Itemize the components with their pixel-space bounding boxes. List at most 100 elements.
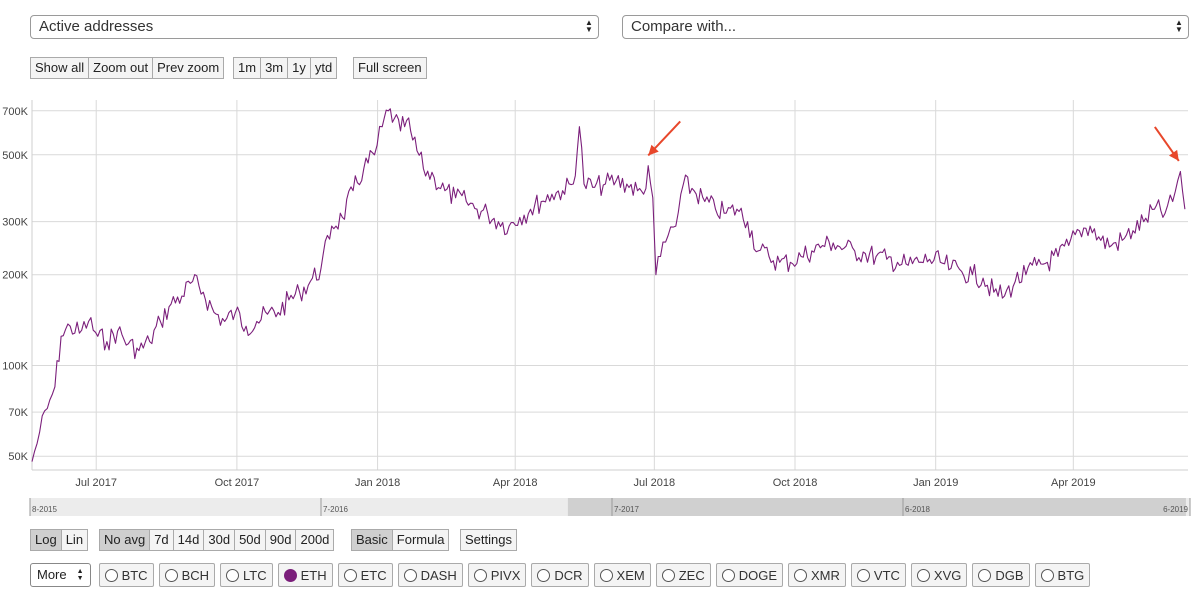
navigator-label: 6-2019 — [1163, 505, 1188, 514]
coin-label: DCR — [554, 567, 583, 583]
select-arrows-icon: ▲ ▼ — [585, 18, 593, 34]
coin-dgb-toggle[interactable]: DGB — [972, 563, 1030, 587]
navigator-label: 6-2018 — [905, 505, 930, 514]
x-tick-label: Jan 2018 — [355, 477, 400, 489]
coin-label: DASH — [420, 567, 457, 583]
navigator-selection[interactable] — [567, 498, 1186, 516]
range-3m-button[interactable]: 3m — [260, 57, 289, 79]
log-scale-button[interactable]: Log — [30, 529, 62, 551]
prev-zoom-button[interactable]: Prev zoom — [152, 57, 225, 79]
x-tick-label: Apr 2019 — [1051, 477, 1096, 489]
compare-select[interactable]: Compare with... ▲ ▼ — [622, 15, 1189, 39]
x-tick-label: Jul 2017 — [75, 477, 117, 489]
coin-label: PIVX — [490, 567, 521, 583]
coin-vtc-toggle[interactable]: VTC — [850, 563, 906, 587]
radio-icon — [794, 568, 808, 582]
more-select-label: More — [37, 567, 67, 582]
coin-label: XMR — [811, 567, 840, 583]
settings-button[interactable]: Settings — [460, 529, 517, 551]
range-1y-button[interactable]: 1y — [287, 57, 311, 79]
coin-etc-toggle[interactable]: ETC — [337, 563, 393, 587]
radio-icon — [403, 568, 417, 582]
radio-icon — [343, 568, 357, 582]
radio-icon — [916, 568, 930, 582]
navigator-label: 7-2017 — [614, 505, 639, 514]
linear-scale-button[interactable]: Lin — [60, 529, 89, 551]
coin-label: ZEC — [678, 567, 705, 583]
coin-label: BTC — [121, 567, 148, 583]
coin-selector-row: More ▲ ▼ BTC BCH LTC ETH ETC DASH PIVX DCR XEM ZEC… — [30, 563, 1095, 587]
coin-label: LTC — [243, 567, 267, 583]
coin-label: VTC — [873, 567, 900, 583]
series-line-0 — [31, 108, 1186, 462]
navigator-label: 7-2016 — [323, 505, 348, 514]
radio-icon — [661, 568, 675, 582]
select-arrows-icon: ▲ ▼ — [76, 568, 84, 582]
coin-label: DGB — [995, 567, 1024, 583]
formula-mode-button[interactable]: Formula — [391, 529, 450, 551]
range-1m-button[interactable]: 1m — [233, 57, 262, 79]
radio-icon — [283, 568, 297, 582]
annotation-arrow-1 — [1154, 126, 1180, 162]
more-select[interactable]: More ▲ ▼ — [30, 563, 91, 587]
coin-label: XEM — [616, 567, 645, 583]
full-screen-button[interactable]: Full screen — [353, 57, 427, 79]
show-all-button[interactable]: Show all — [30, 57, 90, 79]
coin-dash-toggle[interactable]: DASH — [397, 563, 463, 587]
radio-icon — [721, 568, 735, 582]
coin-btc-toggle[interactable]: BTC — [98, 563, 154, 587]
coin-eth-toggle[interactable]: ETH — [277, 563, 333, 587]
coin-bch-toggle[interactable]: BCH — [158, 563, 216, 587]
basic-mode-button[interactable]: Basic — [351, 529, 393, 551]
metric-select-value: Active addresses — [39, 18, 154, 35]
coin-xmr-toggle[interactable]: XMR — [788, 563, 846, 587]
coin-ltc-toggle[interactable]: LTC — [220, 563, 273, 587]
radio-icon — [164, 568, 178, 582]
radio-icon — [856, 568, 870, 582]
coin-label: XVG — [933, 567, 962, 583]
coin-xvg-toggle[interactable]: XVG — [910, 563, 968, 587]
avg-7d-button[interactable]: 7d — [149, 529, 174, 551]
select-arrows-icon: ▲ ▼ — [1175, 18, 1183, 34]
active-addresses-chart[interactable]: 50K 70K 100K 200K 300K 500K 700K Jul 2017 Oct 20… — [0, 95, 1200, 520]
coin-label: ETH — [300, 567, 327, 583]
radio-icon — [473, 568, 487, 582]
metric-select[interactable]: Active addresses ▲ ▼ — [30, 15, 599, 39]
x-tick-label: Oct 2017 — [215, 477, 260, 489]
radio-icon — [226, 568, 240, 582]
avg-90d-button[interactable]: 90d — [264, 529, 297, 551]
y-tick-label: 700K — [2, 106, 28, 118]
y-tick-label: 50K — [8, 451, 28, 463]
avg-14d-button[interactable]: 14d — [172, 529, 205, 551]
y-tick-label: 200K — [2, 270, 28, 282]
coin-label: BTG — [1057, 567, 1085, 583]
x-tick-label: Oct 2018 — [773, 477, 818, 489]
x-tick-label: Jan 2019 — [913, 477, 958, 489]
range-button-group: 1m 3m 1y ytd — [233, 57, 338, 79]
radio-icon — [599, 568, 613, 582]
y-tick-label: 70K — [8, 407, 28, 419]
x-tick-label: Apr 2018 — [493, 477, 538, 489]
coin-label: ETC — [360, 567, 387, 583]
coin-btg-toggle[interactable]: BTG — [1034, 563, 1091, 587]
avg-200d-button[interactable]: 200d — [295, 529, 335, 551]
annotation-arrow-0 — [647, 120, 681, 157]
compare-select-value: Compare with... — [631, 18, 737, 35]
coin-pivx-toggle[interactable]: PIVX — [467, 563, 527, 587]
navigator-label: 8-2015 — [32, 505, 57, 514]
average-button-group: No avg 7d 14d 30d 50d 90d 200d — [99, 529, 335, 551]
range-ytd-button[interactable]: ytd — [309, 57, 338, 79]
coin-xem-toggle[interactable]: XEM — [593, 563, 651, 587]
avg-30d-button[interactable]: 30d — [203, 529, 236, 551]
radio-icon — [978, 568, 992, 582]
coin-zec-toggle[interactable]: ZEC — [655, 563, 711, 587]
mode-button-group: Basic Formula — [351, 529, 450, 551]
coin-doge-toggle[interactable]: DOGE — [715, 563, 784, 587]
y-tick-label: 500K — [2, 150, 28, 162]
coin-dcr-toggle[interactable]: DCR — [531, 563, 589, 587]
no-avg-button[interactable]: No avg — [99, 529, 151, 551]
radio-icon — [1040, 568, 1054, 582]
coin-label: BCH — [181, 567, 210, 583]
avg-50d-button[interactable]: 50d — [234, 529, 266, 551]
zoom-out-button[interactable]: Zoom out — [88, 57, 154, 79]
